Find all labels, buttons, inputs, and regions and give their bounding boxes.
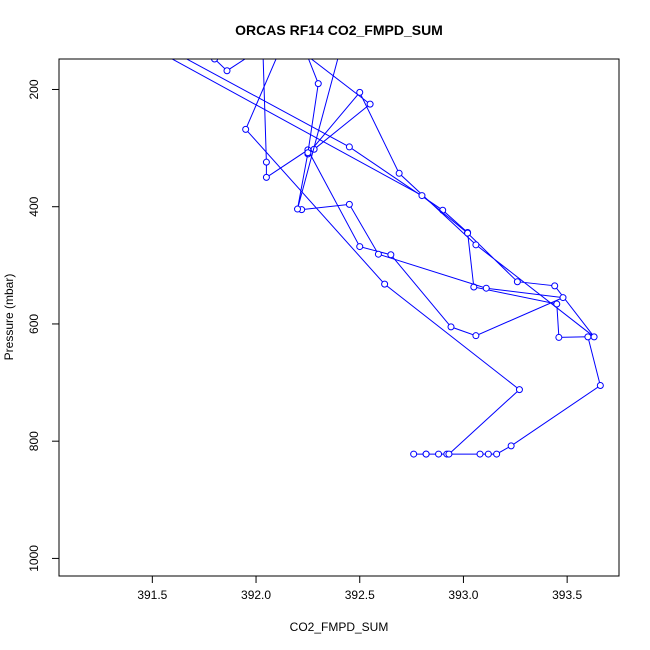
chart-title: ORCAS RF14 CO2_FMPD_SUM	[235, 22, 443, 38]
data-point	[472, 332, 480, 340]
series-line	[297, 59, 339, 210]
data-point	[515, 386, 523, 394]
x-tick-label: 391.5	[137, 588, 167, 602]
plot-frame	[58, 58, 620, 577]
x-axis-label: CO2_FMPD_SUM	[290, 620, 389, 634]
data-point	[445, 450, 453, 458]
x-tick-label: 392.5	[345, 588, 375, 602]
data-point	[507, 442, 515, 450]
data-point	[551, 282, 559, 290]
data-point	[242, 125, 250, 133]
data-point	[555, 333, 563, 341]
y-tick-label: 200	[27, 79, 41, 99]
y-axis: 200 400 600 800 1000	[27, 79, 59, 572]
data-point	[584, 333, 592, 341]
data-point	[418, 192, 426, 200]
data-point	[435, 450, 443, 458]
data-point	[395, 169, 403, 177]
data-point	[493, 450, 501, 458]
data-point	[410, 450, 418, 458]
y-tick-label: 1000	[27, 545, 41, 572]
data-point	[381, 280, 389, 288]
data-point	[590, 333, 598, 341]
series-line	[171, 59, 595, 338]
data-point	[314, 80, 322, 88]
series-4	[294, 59, 339, 213]
data-point	[464, 229, 472, 237]
data-point	[374, 250, 382, 258]
y-axis-label: Pressure (mbar)	[2, 274, 16, 361]
data-point	[345, 200, 353, 208]
x-tick-label: 393.5	[552, 588, 582, 602]
data-point	[262, 173, 270, 181]
series-2	[171, 59, 598, 341]
series-3	[262, 59, 567, 340]
data-point	[387, 251, 395, 259]
data-point	[559, 294, 567, 302]
data-point	[356, 243, 364, 251]
series-line	[262, 59, 565, 337]
data-point	[447, 323, 455, 331]
data-point	[553, 300, 561, 308]
data-point	[356, 88, 364, 96]
data-point	[513, 278, 521, 286]
data-point	[472, 241, 480, 249]
y-tick-label: 600	[27, 314, 41, 334]
x-tick-label: 392.0	[241, 588, 271, 602]
plot-series-layer	[171, 59, 604, 458]
data-point	[484, 450, 492, 458]
data-point	[345, 143, 353, 151]
data-point	[294, 205, 302, 213]
data-point	[223, 67, 231, 75]
data-point	[304, 149, 312, 157]
data-point	[366, 100, 374, 108]
y-tick-label: 400	[27, 196, 41, 216]
y-tick-label: 800	[27, 431, 41, 451]
data-point	[211, 59, 219, 63]
data-point	[596, 381, 604, 389]
x-axis: 391.5 392.0 392.5 393.0 393.5	[137, 576, 582, 602]
data-point	[482, 284, 490, 292]
data-point	[262, 158, 270, 166]
data-point	[476, 450, 484, 458]
data-point	[422, 450, 430, 458]
x-tick-label: 393.0	[448, 588, 478, 602]
